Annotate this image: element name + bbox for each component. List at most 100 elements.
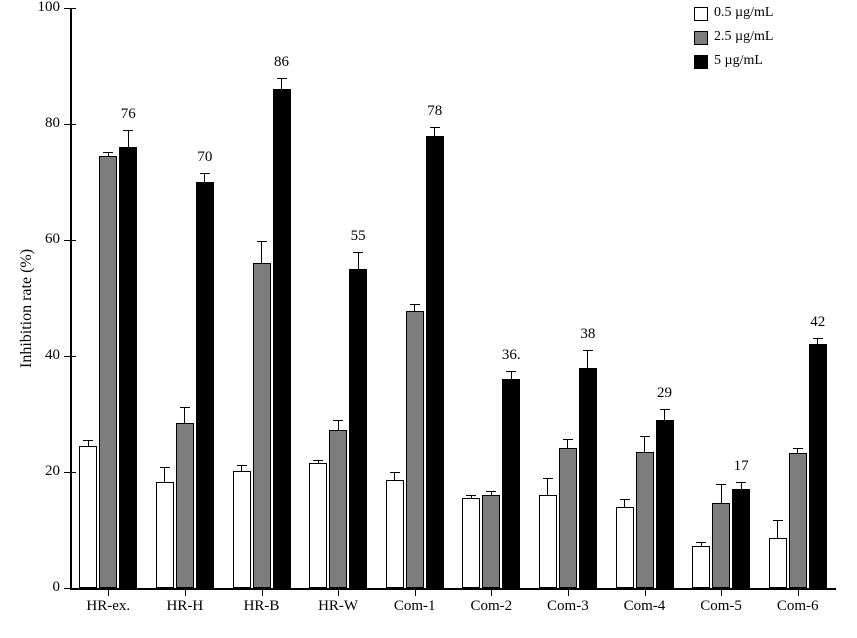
x-tick — [491, 590, 492, 596]
category-label: Com-1 — [376, 598, 453, 615]
x-tick — [798, 590, 799, 596]
category-label: Com-4 — [606, 598, 683, 615]
error-bar — [164, 467, 165, 482]
bar — [559, 448, 577, 588]
error-bar — [777, 520, 778, 538]
x-tick — [415, 590, 416, 596]
legend-swatch — [694, 7, 708, 21]
error-cap — [696, 542, 706, 543]
error-cap — [257, 241, 267, 242]
bar-value-label: 86 — [262, 54, 302, 71]
error-cap — [563, 439, 573, 440]
error-bar — [511, 371, 512, 380]
legend-item: 2.5 µg/mL — [694, 26, 857, 50]
error-cap — [506, 371, 516, 372]
bar — [692, 546, 710, 588]
bar-value-label: 38 — [568, 326, 608, 343]
category-label: HR-H — [147, 598, 224, 615]
bar-value-label: 70 — [185, 149, 225, 166]
y-tick — [64, 472, 70, 473]
legend-item: 5 µg/mL — [694, 50, 857, 74]
y-tick-label: 60 — [0, 231, 60, 248]
bar — [253, 263, 271, 588]
bar — [99, 156, 117, 588]
y-tick-label: 20 — [0, 463, 60, 480]
bar — [482, 495, 500, 588]
error-cap — [486, 491, 496, 492]
y-tick-label: 0 — [0, 579, 60, 596]
category-label: Com-3 — [530, 598, 607, 615]
error-cap — [466, 495, 476, 496]
bar — [349, 269, 367, 588]
bar-value-label: 42 — [798, 314, 838, 331]
error-cap — [793, 448, 803, 449]
bar-value-label: 36. — [491, 347, 531, 364]
y-tick-inside — [72, 472, 76, 473]
y-tick — [64, 588, 70, 589]
category-label: HR-W — [300, 598, 377, 615]
error-cap — [430, 127, 440, 128]
bar — [386, 480, 404, 588]
bar — [502, 379, 520, 588]
y-tick — [64, 356, 70, 357]
bar — [406, 311, 424, 588]
bar-value-label: 55 — [338, 228, 378, 245]
bar — [233, 471, 251, 588]
error-cap — [277, 78, 287, 79]
y-tick — [64, 8, 70, 9]
error-cap — [736, 482, 746, 483]
error-cap — [333, 420, 343, 421]
bar — [329, 430, 347, 588]
error-cap — [103, 152, 113, 153]
y-tick-inside — [72, 356, 76, 357]
error-cap — [813, 338, 823, 339]
error-cap — [620, 499, 630, 500]
bar — [579, 368, 597, 588]
error-cap — [353, 252, 363, 253]
bar — [789, 453, 807, 588]
y-tick-inside — [72, 8, 76, 9]
category-label: HR-B — [223, 598, 300, 615]
error-cap — [83, 440, 93, 441]
bar — [156, 482, 174, 588]
bar — [616, 507, 634, 588]
y-tick-label: 80 — [0, 115, 60, 132]
error-bar — [721, 484, 722, 503]
error-bar — [184, 407, 185, 423]
error-bar — [587, 350, 588, 367]
category-label: Com-6 — [759, 598, 836, 615]
error-bar — [664, 409, 665, 419]
bar-value-label: 17 — [721, 458, 761, 475]
category-label: Com-2 — [453, 598, 530, 615]
y-tick-inside — [72, 240, 76, 241]
error-bar — [204, 173, 205, 182]
error-bar — [414, 304, 415, 312]
plot-area — [70, 8, 836, 588]
y-tick — [64, 240, 70, 241]
y-axis — [70, 8, 72, 588]
bar — [426, 136, 444, 588]
bar — [462, 498, 480, 588]
bar — [712, 503, 730, 588]
error-cap — [180, 407, 190, 408]
error-bar — [338, 420, 339, 430]
error-cap — [390, 472, 400, 473]
y-axis-label: Inhibition rate (%) — [18, 249, 36, 368]
bar-value-label: 76 — [108, 106, 148, 123]
category-label: Com-5 — [683, 598, 760, 615]
x-tick — [108, 590, 109, 596]
error-bar — [394, 472, 395, 480]
bar — [79, 446, 97, 588]
error-cap — [640, 436, 650, 437]
legend-label: 0.5 µg/mL — [714, 5, 773, 21]
bar — [119, 147, 137, 588]
error-bar — [261, 241, 262, 263]
bar — [732, 489, 750, 588]
error-cap — [160, 467, 170, 468]
bar-value-label: 29 — [645, 385, 685, 402]
error-cap — [123, 130, 133, 131]
bar — [196, 182, 214, 588]
error-cap — [583, 350, 593, 351]
y-tick — [64, 124, 70, 125]
y-tick-inside — [72, 124, 76, 125]
